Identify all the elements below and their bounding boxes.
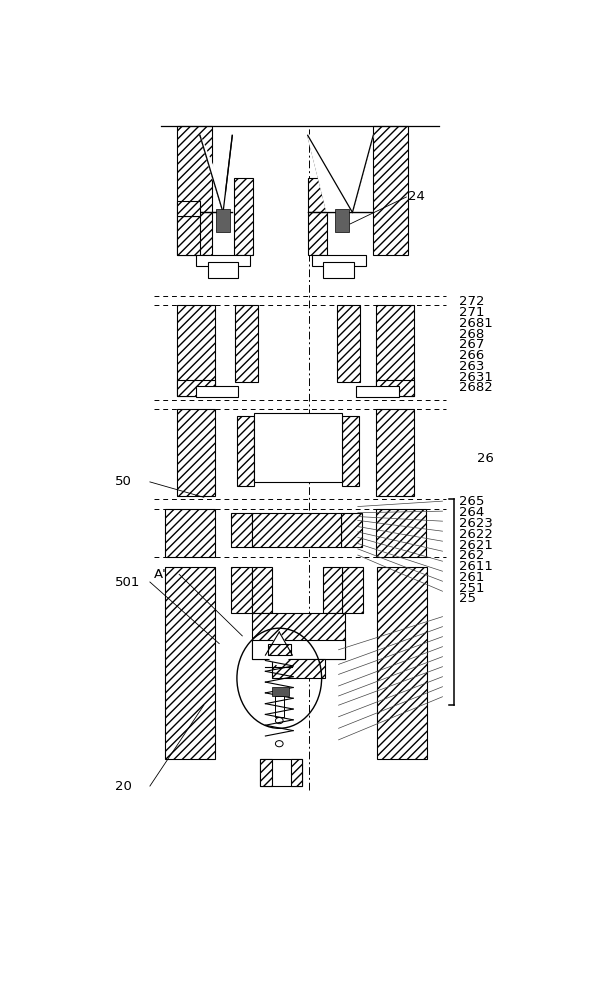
Text: 251: 251 bbox=[459, 582, 485, 595]
Bar bbox=[252, 567, 272, 613]
Text: 20: 20 bbox=[115, 780, 132, 793]
Bar bbox=[272, 687, 288, 696]
Bar bbox=[376, 509, 426, 557]
Bar bbox=[376, 409, 414, 496]
Polygon shape bbox=[200, 135, 232, 212]
Bar bbox=[260, 759, 272, 786]
Bar bbox=[252, 640, 345, 659]
Bar bbox=[252, 513, 341, 547]
Text: 25: 25 bbox=[459, 592, 476, 605]
Bar bbox=[323, 262, 354, 278]
Bar bbox=[335, 209, 349, 232]
Text: 2682: 2682 bbox=[459, 381, 493, 394]
Bar bbox=[166, 567, 216, 759]
Bar bbox=[342, 567, 363, 613]
Text: 264: 264 bbox=[459, 506, 485, 519]
Bar bbox=[376, 305, 414, 396]
Text: 268: 268 bbox=[459, 328, 485, 341]
Bar bbox=[268, 644, 291, 655]
Bar bbox=[234, 178, 253, 255]
Bar bbox=[196, 255, 250, 266]
Bar bbox=[231, 567, 252, 613]
Bar bbox=[196, 386, 238, 397]
Bar bbox=[177, 409, 216, 496]
Bar bbox=[337, 305, 360, 382]
Text: 2611: 2611 bbox=[459, 560, 493, 573]
Bar bbox=[208, 262, 238, 278]
Text: 24: 24 bbox=[408, 190, 425, 204]
Bar bbox=[377, 567, 427, 759]
Bar bbox=[252, 613, 345, 659]
Bar bbox=[376, 380, 414, 396]
Bar bbox=[177, 201, 200, 216]
Bar bbox=[275, 696, 284, 717]
Polygon shape bbox=[265, 632, 293, 667]
Text: 271: 271 bbox=[459, 306, 485, 319]
Text: 2631: 2631 bbox=[459, 371, 493, 384]
Text: A': A' bbox=[154, 568, 167, 581]
Text: 263: 263 bbox=[459, 360, 485, 373]
Bar bbox=[291, 759, 302, 786]
Text: 2681: 2681 bbox=[459, 317, 493, 330]
Bar bbox=[312, 255, 365, 266]
Bar bbox=[356, 386, 399, 397]
Text: 272: 272 bbox=[459, 295, 485, 308]
Bar bbox=[341, 513, 362, 547]
Bar bbox=[373, 126, 408, 255]
Bar bbox=[308, 178, 327, 255]
Bar bbox=[166, 509, 216, 557]
Bar bbox=[254, 413, 343, 482]
Bar bbox=[231, 513, 252, 547]
Text: 50: 50 bbox=[115, 475, 132, 488]
Text: 265: 265 bbox=[459, 495, 485, 508]
Bar bbox=[237, 416, 254, 486]
Bar bbox=[235, 305, 258, 382]
Bar bbox=[343, 416, 359, 486]
Text: 2622: 2622 bbox=[459, 528, 493, 541]
Bar bbox=[177, 126, 211, 255]
Bar bbox=[177, 216, 200, 255]
Text: 2621: 2621 bbox=[459, 539, 493, 552]
Text: 501: 501 bbox=[115, 576, 141, 588]
Text: 261: 261 bbox=[459, 571, 485, 584]
Text: 266: 266 bbox=[459, 349, 485, 362]
Bar bbox=[177, 305, 216, 396]
Bar bbox=[216, 209, 230, 232]
Polygon shape bbox=[308, 135, 373, 212]
Bar bbox=[177, 380, 216, 396]
Bar bbox=[260, 759, 302, 786]
Bar bbox=[272, 659, 326, 678]
Text: 2623: 2623 bbox=[459, 517, 493, 530]
Text: 26: 26 bbox=[477, 452, 494, 465]
Text: 262: 262 bbox=[459, 549, 485, 562]
Polygon shape bbox=[308, 135, 373, 212]
Bar bbox=[323, 567, 343, 613]
Text: 267: 267 bbox=[459, 338, 485, 351]
